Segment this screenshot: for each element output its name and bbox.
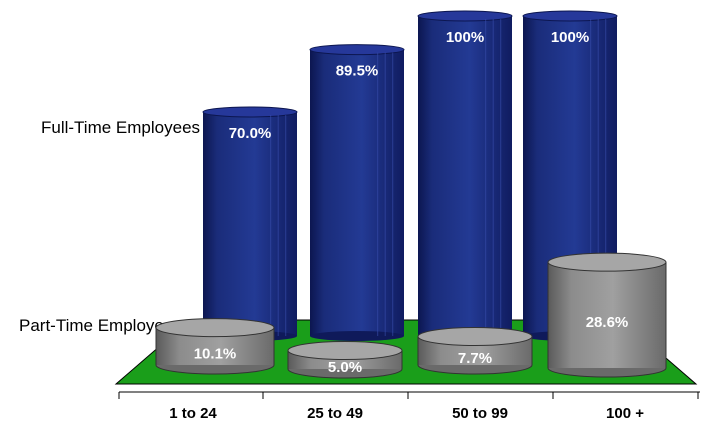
- full-time-data-label: 100%: [446, 29, 484, 46]
- part-time-bar: [417, 327, 533, 375]
- x-tick-label: 1 to 24: [169, 405, 217, 422]
- full-time-data-label: 89.5%: [336, 63, 379, 80]
- part-time-data-label: 10.1%: [194, 345, 237, 362]
- x-tick-label: 25 to 49: [307, 405, 363, 422]
- part-time-bar: [155, 318, 275, 375]
- full-time-bar: [202, 106, 298, 341]
- part-time-bar: [287, 341, 403, 379]
- full-time-data-label: 100%: [551, 29, 589, 46]
- full-time-data-label: 70.0%: [229, 125, 272, 142]
- x-tick-label: 100 +: [606, 405, 644, 422]
- full-time-bar: [309, 44, 405, 341]
- part-time-data-label: 7.7%: [458, 350, 492, 367]
- full-time-bar: [417, 10, 513, 341]
- part-time-data-label: 28.6%: [586, 314, 629, 331]
- part-time-bar: [547, 252, 667, 378]
- part-time-row-label: Part-Time Employees: [19, 316, 182, 335]
- part-time-data-label: 5.0%: [328, 359, 362, 376]
- x-tick-label: 50 to 99: [452, 405, 508, 422]
- full-time-row-label: Full-Time Employees: [41, 118, 201, 137]
